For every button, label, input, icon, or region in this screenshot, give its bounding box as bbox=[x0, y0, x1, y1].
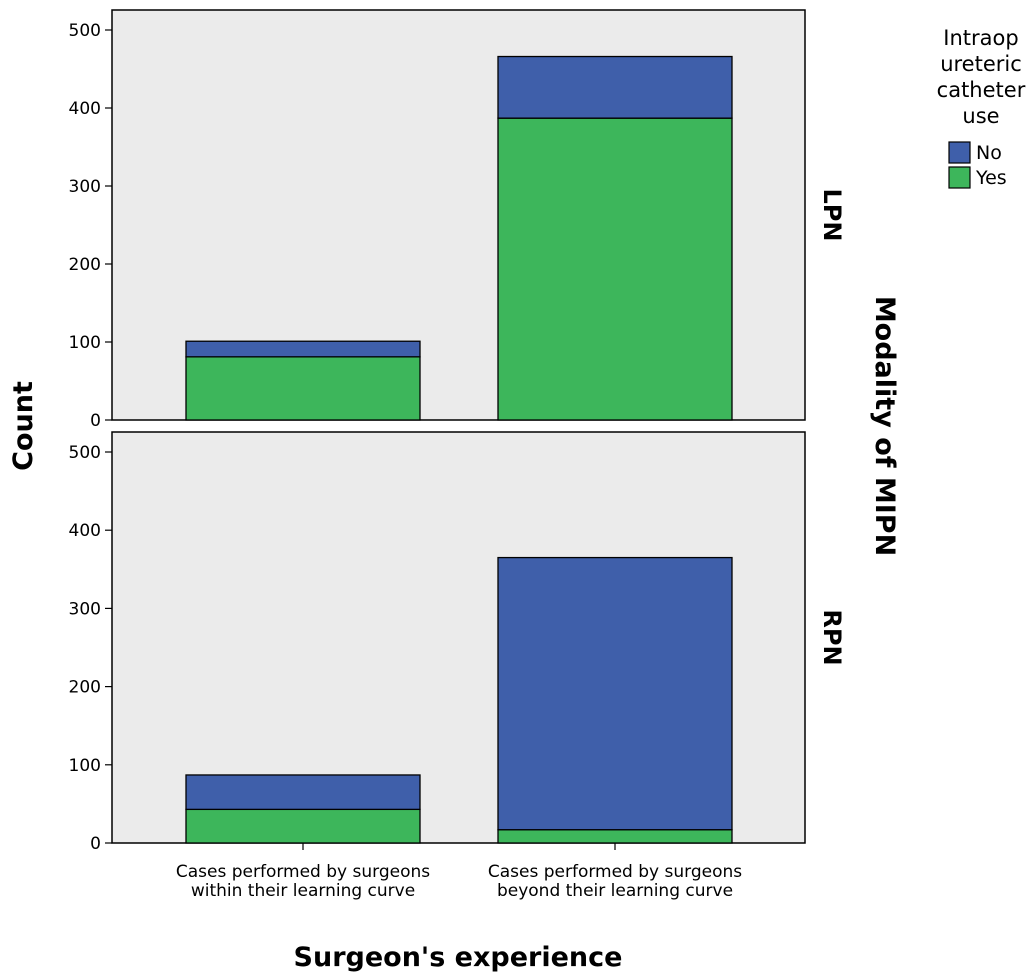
bar-rpn-no-1 bbox=[185, 774, 421, 811]
y-tick-label: 500 bbox=[69, 443, 101, 463]
panel-rpn: 0 100 200 300 400 500 RPN bbox=[69, 431, 846, 854]
legend-title: Intraop bbox=[943, 26, 1018, 50]
bar-lpn-no-2 bbox=[497, 55, 733, 119]
bar-rpn-no-2 bbox=[497, 556, 733, 831]
bar-rpn-yes-1 bbox=[185, 808, 421, 844]
x-tick-label: Cases performed by surgeons bbox=[176, 862, 430, 882]
legend-title: ureteric bbox=[940, 52, 1022, 76]
y-tick-label: 200 bbox=[69, 255, 101, 275]
y-tick-label: 100 bbox=[69, 756, 101, 776]
y-tick-label: 100 bbox=[69, 333, 101, 353]
legend-label-yes: Yes bbox=[975, 167, 1007, 189]
x-tick-label: beyond their learning curve bbox=[497, 881, 733, 901]
y-tick-label: 300 bbox=[69, 599, 101, 619]
bar-lpn-yes-1 bbox=[185, 356, 421, 421]
x-tick-label: Cases performed by surgeons bbox=[488, 862, 742, 882]
legend-label-no: No bbox=[976, 142, 1002, 164]
legend-swatch-no bbox=[948, 141, 971, 164]
y-tick-label: 400 bbox=[69, 521, 101, 541]
panel-label: LPN bbox=[818, 189, 846, 242]
y-tick-label: 200 bbox=[69, 678, 101, 698]
y-tick-label: 400 bbox=[69, 99, 101, 119]
y-axis-title: Count bbox=[8, 381, 39, 471]
panel-lpn: 0 100 200 300 400 500 LPN bbox=[69, 9, 846, 431]
legend-swatch-yes bbox=[948, 166, 971, 189]
x-axis-title: Surgeon's experience bbox=[294, 942, 623, 973]
panel-label: RPN bbox=[818, 609, 846, 665]
bar-rpn-yes-2 bbox=[497, 829, 733, 844]
y-tick-label: 500 bbox=[69, 21, 101, 41]
legend-title: use bbox=[962, 104, 999, 128]
panels-layer: 0 100 200 300 400 500 LPN 0 100 200 300 400 500 RPN Ca… bbox=[69, 9, 846, 901]
y-tick-label: 0 bbox=[90, 411, 101, 431]
facet-axis-title: Modality of MIPN bbox=[869, 296, 900, 556]
bar-lpn-yes-2 bbox=[497, 117, 733, 421]
bar-lpn-no-1 bbox=[185, 340, 421, 358]
legend-title: catheter bbox=[937, 78, 1026, 102]
x-tick-label: within their learning curve bbox=[191, 881, 415, 901]
y-tick-label: 0 bbox=[90, 834, 101, 854]
y-tick-label: 300 bbox=[69, 177, 101, 197]
